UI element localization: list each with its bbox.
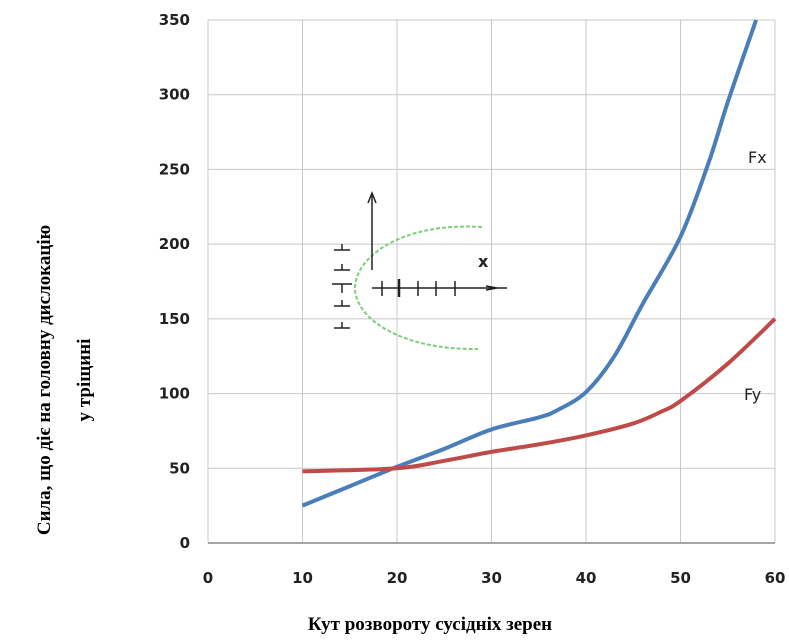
- y-tick-label: 150: [159, 310, 190, 328]
- x-tick-label: 30: [481, 569, 502, 587]
- y-tick-label: 0: [180, 534, 190, 552]
- x-tick-label: 40: [576, 569, 597, 587]
- series-label: Fy: [744, 385, 761, 404]
- y-tick-label: 200: [159, 235, 190, 253]
- x-axis-title: Кут розвороту сусідніх зерен: [308, 614, 552, 635]
- grid: [207, 19, 776, 544]
- y-tick-label: 50: [169, 459, 190, 477]
- series-label: Fx: [748, 148, 767, 167]
- series-line: [302, 317, 777, 474]
- y-axis-title: у тріщині: [74, 339, 95, 422]
- y-tick-label: 100: [159, 385, 190, 403]
- x-tick-label: 10: [292, 569, 313, 587]
- series-line: [301, 19, 758, 508]
- y-tick-label: 300: [159, 86, 190, 104]
- y-tick-label: 350: [159, 11, 190, 29]
- x-tick-label: 20: [387, 569, 408, 587]
- x-tick-label: 60: [765, 569, 786, 587]
- inset-diagram: [332, 190, 507, 351]
- x-tick-label: 50: [670, 569, 691, 587]
- x-tick-label: 0: [203, 569, 213, 587]
- y-tick-label: 250: [159, 160, 190, 178]
- inset-label: x: [478, 252, 489, 271]
- y-axis-title: Сила, що діє на головну дислокацію: [34, 225, 55, 535]
